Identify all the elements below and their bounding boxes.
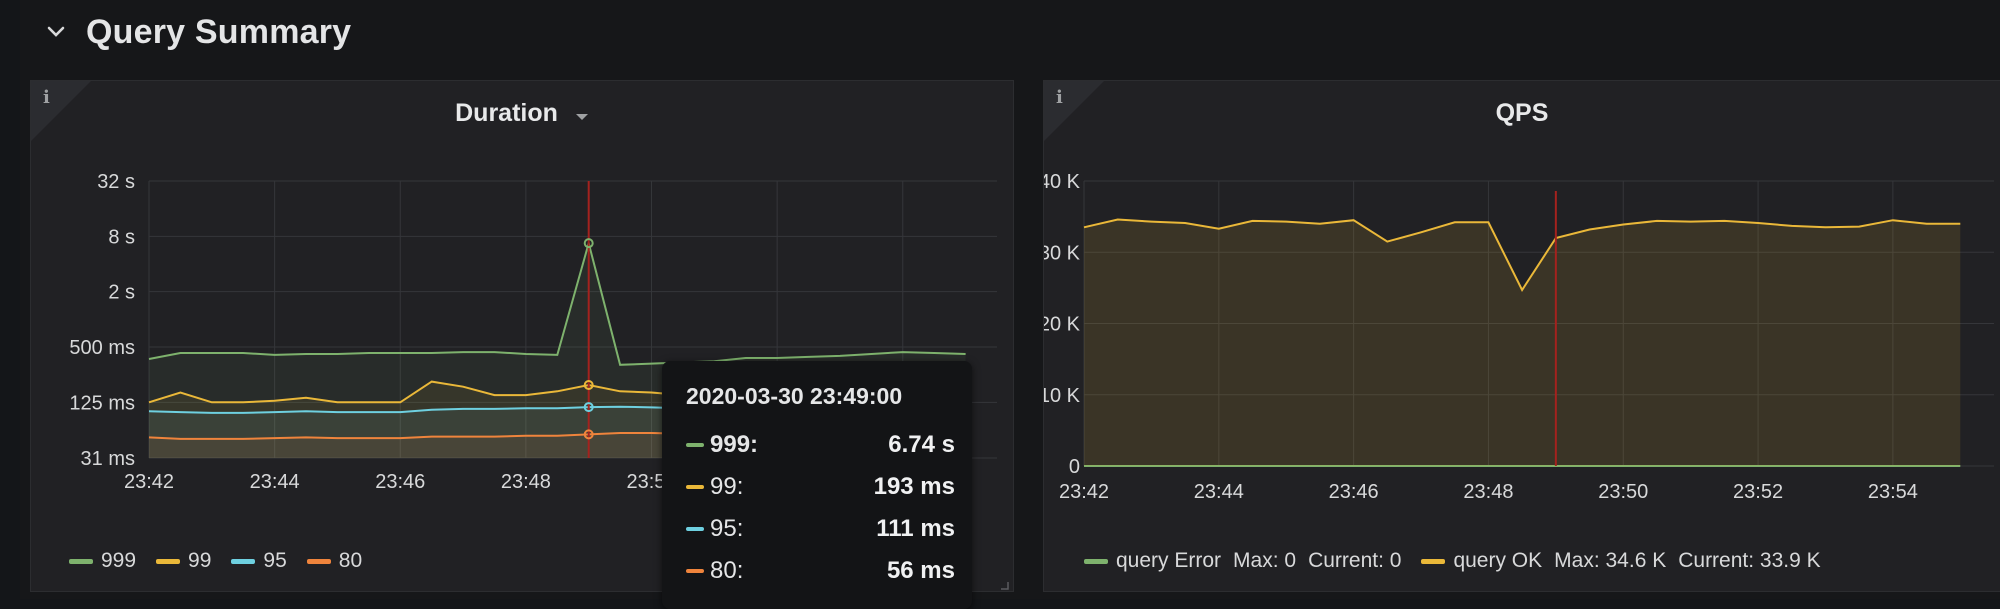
legend-swatch: [1421, 558, 1446, 564]
tooltip-series-name: 999:: [710, 431, 759, 458]
legend-label: 99: [188, 549, 212, 572]
tooltip-series-value: 56 ms: [886, 557, 955, 584]
qps-chart[interactable]: 40 K 30 K 20 K 10 K 0 23:42 23:44 23:46 23:48 23:…: [1044, 81, 2000, 593]
x-tick-label: 23:52: [1733, 481, 1783, 503]
hover-point-999: [583, 238, 594, 249]
tooltip-swatch: [686, 527, 704, 531]
series-query-OK-line: [1083, 218, 1961, 293]
tooltip-series-value: 6.74 s: [888, 431, 955, 458]
y-tick-label: 32 s: [97, 171, 135, 193]
legend-item-query-ok[interactable]: query OK Max: 34.6 K Current: 33.9 K: [1421, 549, 1821, 573]
y-tick-label: 500 ms: [69, 337, 135, 359]
x-tick-label: 23:48: [1463, 481, 1513, 503]
y-tick-label: 2 s: [108, 282, 135, 304]
legend-item-80[interactable]: 80: [306, 549, 363, 573]
tooltip-row-99: 99: 193 ms: [686, 466, 972, 508]
y-tick-label: 0: [1069, 456, 1080, 478]
x-tick-label: 23:46: [375, 471, 425, 493]
legend-swatch: [69, 558, 93, 564]
hover-point-99: [583, 380, 594, 391]
tooltip-swatch: [686, 485, 704, 489]
legend-label: query OK: [1453, 549, 1543, 572]
tooltip-series-value: 111 ms: [876, 515, 955, 542]
x-tick-label: 23:44: [1194, 481, 1244, 503]
series-query-OK-area: [1084, 219, 1961, 466]
y-tick-label: 31 ms: [81, 448, 135, 470]
y-tick-label: 8 s: [108, 226, 135, 248]
qps-panel: i QPS 40 K 30 K 20 K 10 K 0 23:42 23:44 23:46 23…: [1043, 80, 2000, 592]
x-tick-label: 23:50: [1598, 481, 1648, 503]
legend-item-query-error[interactable]: query Error Max: 0 Current: 0: [1084, 549, 1401, 573]
legend-label: 95: [263, 549, 287, 572]
y-tick-label: 20 K: [1044, 314, 1081, 336]
tooltip-swatch: [686, 569, 704, 573]
legend-swatch: [1084, 558, 1108, 564]
hover-point-95: [583, 402, 594, 413]
tooltip-series-name: 95:: [710, 515, 744, 542]
series-999-line: [148, 239, 966, 366]
x-tick-label: 23:42: [1059, 481, 1109, 503]
legend-current: Current: 33.9 K: [1678, 549, 1821, 572]
legend-item-95[interactable]: 95: [231, 549, 287, 573]
tooltip-time: 2020-03-30 23:49:00: [686, 383, 903, 409]
tooltip-series-name: 99:: [710, 473, 744, 500]
tooltip-swatch: [686, 443, 704, 447]
tooltip-row-80: 80: 56 ms: [686, 550, 972, 592]
legend-item-999[interactable]: 999: [69, 549, 136, 573]
y-tick-label: 30 K: [1044, 242, 1081, 264]
qps-panel-title[interactable]: QPS: [1044, 99, 2000, 128]
tooltip-row-95: 95: 111 ms: [686, 508, 972, 550]
legend-max: Max: 34.6 K: [1554, 549, 1667, 572]
legend-swatch: [306, 558, 331, 564]
caret-down-icon[interactable]: [575, 100, 589, 129]
row-title: Query Summary: [86, 12, 352, 51]
x-tick-label: 23:54: [1868, 481, 1918, 503]
legend-label: query Error: [1116, 549, 1222, 572]
legend-swatch: [231, 558, 256, 564]
legend-swatch: [156, 558, 181, 564]
x-tick-label: 23:46: [1329, 481, 1379, 503]
tooltip-series-value: 193 ms: [873, 473, 955, 500]
qps-legend: query Error Max: 0 Current: 0 query OK M…: [1084, 549, 1841, 573]
y-tick-label: 10 K: [1044, 385, 1081, 407]
x-tick-label: 23:42: [124, 471, 174, 493]
tooltip-series-name: 80:: [710, 557, 744, 584]
resize-handle-icon[interactable]: [999, 577, 1009, 590]
legend-max: Max: 0: [1233, 549, 1297, 572]
duration-legend: 999 99 95 80: [69, 549, 382, 573]
duration-tooltip: 2020-03-30 23:49:00 999: 6.74 s 99: 193 …: [662, 361, 972, 609]
info-icon[interactable]: i: [1044, 81, 1104, 141]
hover-point-80: [583, 429, 594, 440]
info-icon[interactable]: i: [31, 81, 91, 141]
legend-label: 80: [338, 549, 363, 572]
x-tick-label: 23:44: [250, 471, 300, 493]
y-tick-label: 125 ms: [69, 392, 135, 414]
legend-current: Current: 0: [1308, 549, 1402, 572]
duration-panel-title[interactable]: Duration: [31, 99, 1013, 129]
duration-title-text: Duration: [455, 99, 558, 127]
legend-item-99[interactable]: 99: [156, 549, 211, 573]
qps-title-text: QPS: [1495, 99, 1549, 127]
row-header[interactable]: Query Summary: [20, 0, 1980, 64]
chevron-down-icon[interactable]: [40, 16, 72, 48]
y-tick-label: 40 K: [1044, 171, 1081, 193]
legend-label: 999: [101, 549, 137, 572]
x-tick-label: 23:48: [501, 471, 551, 493]
tooltip-row-999: 999: 6.74 s: [686, 424, 972, 466]
